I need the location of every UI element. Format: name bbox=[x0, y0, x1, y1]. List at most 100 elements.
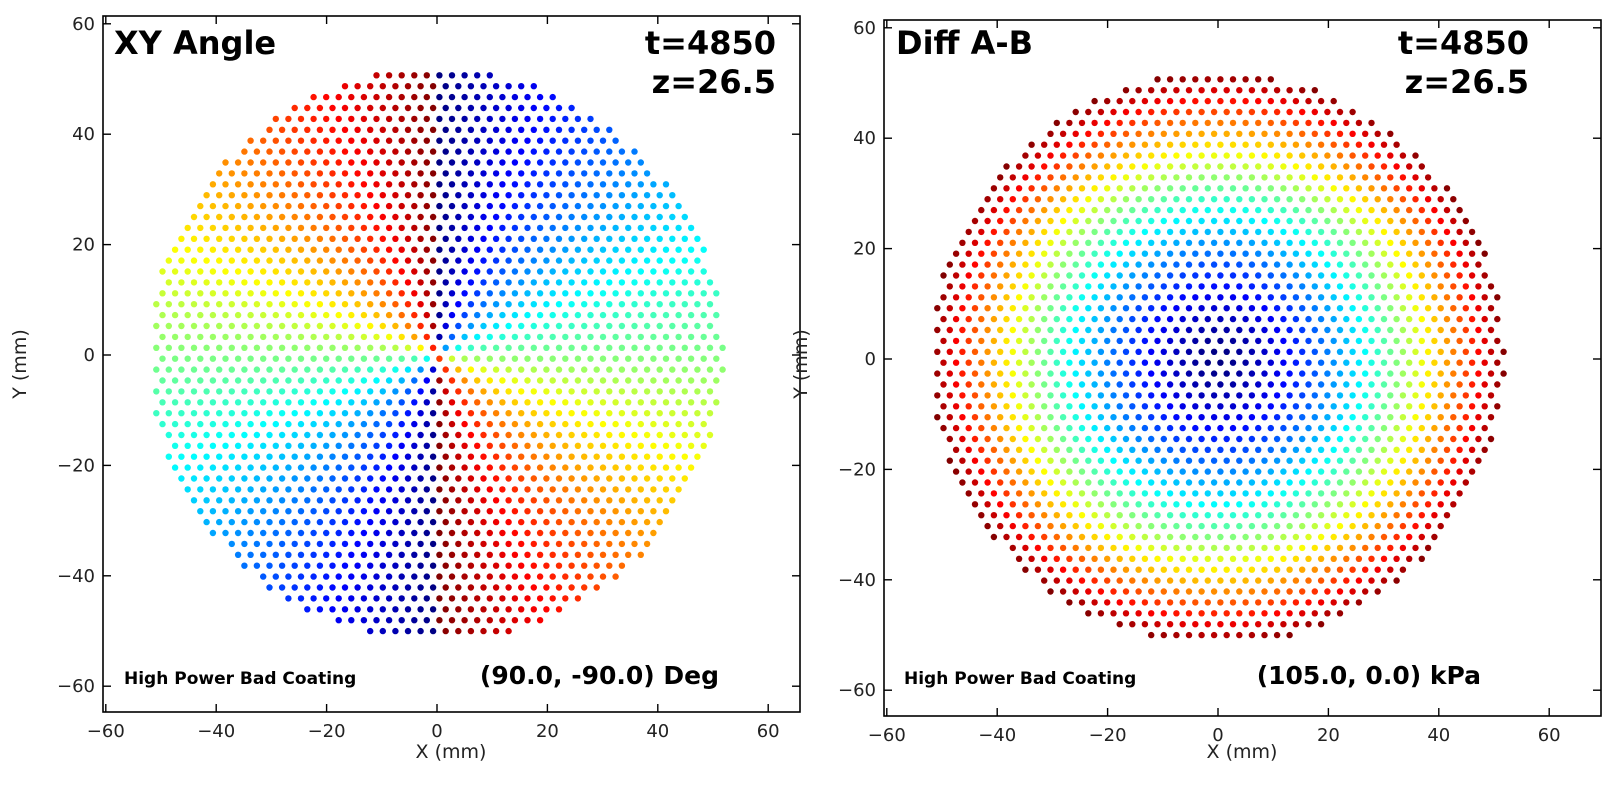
data-point bbox=[536, 290, 544, 297]
data-point bbox=[1494, 403, 1501, 410]
data-point bbox=[1418, 533, 1426, 541]
data-point bbox=[1261, 152, 1268, 159]
data-point bbox=[1236, 348, 1243, 355]
data-point bbox=[1450, 479, 1457, 486]
data-point bbox=[297, 137, 305, 144]
data-point bbox=[278, 170, 286, 177]
data-point bbox=[625, 464, 632, 471]
data-point bbox=[1009, 457, 1016, 464]
data-point bbox=[1324, 305, 1331, 312]
data-point bbox=[492, 192, 500, 199]
data-point bbox=[1267, 315, 1275, 323]
data-point bbox=[1418, 424, 1426, 432]
data-point bbox=[354, 475, 361, 482]
data-point bbox=[1330, 97, 1337, 105]
data-point bbox=[1141, 446, 1149, 453]
data-point bbox=[1475, 435, 1482, 443]
data-point bbox=[1393, 228, 1400, 236]
data-point bbox=[997, 305, 1004, 312]
data-point bbox=[411, 115, 418, 123]
data-point bbox=[643, 344, 651, 351]
data-point bbox=[1204, 621, 1212, 628]
data-point bbox=[1255, 577, 1262, 584]
data-point bbox=[1198, 457, 1205, 464]
data-point bbox=[518, 301, 525, 308]
data-point bbox=[1267, 76, 1275, 83]
data-point bbox=[1387, 544, 1394, 552]
data-point bbox=[1393, 446, 1400, 453]
data-point bbox=[965, 424, 972, 432]
data-point bbox=[1362, 544, 1369, 552]
data-point bbox=[1387, 305, 1394, 312]
data-point bbox=[543, 126, 550, 133]
data-point bbox=[965, 250, 972, 257]
data-point bbox=[1047, 414, 1054, 421]
data-point bbox=[442, 431, 449, 439]
data-point bbox=[1229, 250, 1237, 257]
data-point bbox=[285, 202, 292, 210]
data-point bbox=[1324, 392, 1331, 399]
data-point bbox=[1022, 414, 1029, 421]
data-point bbox=[379, 104, 386, 112]
data-point bbox=[1399, 261, 1407, 268]
data-point bbox=[656, 366, 663, 373]
data-point bbox=[1255, 381, 1262, 388]
data-point bbox=[423, 159, 430, 166]
data-point bbox=[379, 301, 386, 308]
data-point bbox=[260, 181, 267, 188]
data-point bbox=[1311, 326, 1319, 334]
data-point bbox=[159, 377, 166, 384]
data-point bbox=[1273, 261, 1281, 268]
data-point bbox=[234, 159, 242, 166]
data-point bbox=[562, 399, 569, 406]
data-point bbox=[392, 627, 399, 635]
data-point bbox=[1160, 631, 1168, 639]
data-point bbox=[1336, 174, 1344, 181]
data-point bbox=[266, 257, 273, 264]
data-point bbox=[1104, 555, 1111, 562]
data-point bbox=[1015, 272, 1023, 279]
data-point bbox=[486, 551, 493, 558]
data-point bbox=[1418, 381, 1426, 388]
data-point bbox=[222, 181, 229, 188]
data-point bbox=[1248, 305, 1256, 312]
data-point bbox=[1141, 163, 1149, 170]
data-point bbox=[1462, 283, 1470, 290]
data-point bbox=[1160, 348, 1168, 355]
data-point bbox=[341, 431, 349, 439]
data-point bbox=[486, 72, 493, 79]
data-point bbox=[354, 279, 361, 286]
data-point bbox=[1380, 359, 1388, 366]
data-point bbox=[687, 333, 695, 341]
data-point bbox=[1418, 512, 1426, 519]
data-point bbox=[1280, 337, 1287, 345]
data-point bbox=[1217, 599, 1224, 606]
data-point bbox=[940, 403, 947, 410]
data-point bbox=[543, 366, 550, 373]
data-point bbox=[1110, 326, 1117, 334]
data-point bbox=[637, 486, 644, 493]
data-point bbox=[190, 344, 198, 351]
data-point bbox=[1217, 76, 1224, 83]
data-point bbox=[1015, 163, 1023, 170]
data-point bbox=[1104, 533, 1111, 541]
data-point bbox=[1280, 206, 1287, 214]
data-point bbox=[291, 410, 298, 417]
data-point bbox=[1406, 163, 1413, 170]
data-point bbox=[411, 181, 418, 188]
data-point bbox=[197, 268, 204, 275]
data-point bbox=[984, 348, 991, 355]
data-point bbox=[228, 279, 235, 286]
data-point bbox=[499, 595, 506, 602]
data-point bbox=[536, 246, 544, 253]
data-point bbox=[1355, 512, 1363, 519]
data-point bbox=[1160, 457, 1168, 464]
data-point bbox=[1192, 294, 1199, 301]
data-point bbox=[1261, 108, 1268, 116]
data-point bbox=[499, 181, 506, 188]
data-point bbox=[1028, 206, 1035, 214]
data-point bbox=[1160, 108, 1168, 116]
data-point bbox=[1299, 217, 1306, 225]
data-point bbox=[1330, 206, 1337, 214]
data-point bbox=[178, 257, 185, 264]
